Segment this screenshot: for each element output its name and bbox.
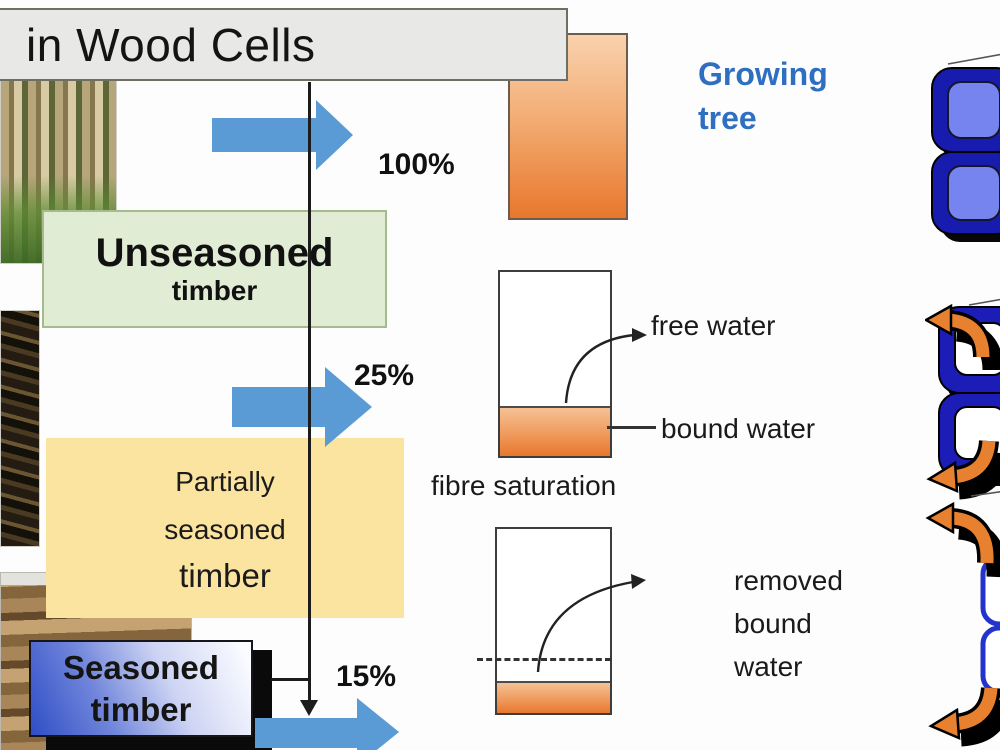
bound-water-label: bound water (661, 413, 816, 444)
wood-cells-free-water-removed-icon (925, 298, 1000, 500)
partially-seasoned-timber-box: Partially seasoned timber (46, 438, 404, 618)
removed-water-callout-arrow-icon (536, 574, 646, 673)
blue-arrow-15-icon (255, 698, 399, 750)
moisture-scale-line (308, 82, 311, 702)
seasoned-moisture-vessel (495, 527, 612, 715)
growing-tree-line1: Growing (698, 56, 828, 92)
fibre-saturation-dashed-line (477, 658, 611, 661)
unseasoned-timber-label: timber (171, 275, 258, 306)
wood-cells-full-water-icon (931, 53, 1000, 242)
seasoned-box-timber-label: timber (90, 690, 192, 728)
blue-arrow-100-icon (212, 100, 353, 170)
moisture-scale-arrowhead (300, 700, 318, 716)
tick-line-15 (271, 678, 309, 681)
removed-bound-water-label: removed bound water (734, 560, 884, 688)
partially-label: Partially (175, 465, 275, 497)
blue-arrow-25-icon (232, 367, 372, 447)
removed-line1: removed (734, 565, 843, 596)
seasoned-label: seasoned (164, 513, 286, 545)
page-title: in Wood Cells (26, 18, 316, 71)
bound-water-fill (500, 406, 610, 456)
growing-tree-label: Growing tree (698, 52, 838, 140)
unseasoned-label: Unseasoned (95, 231, 334, 275)
seasoned-timber-box: Seasoned timber (29, 640, 253, 737)
label-15-percent: 15% (336, 660, 397, 693)
dark-timber-photo (0, 310, 40, 547)
removed-line3: water (734, 650, 803, 682)
free-water-callout-arrow-icon (564, 328, 647, 404)
label-100-percent: 100% (378, 148, 455, 181)
remaining-water-fill (497, 681, 610, 713)
seasoned-box-label: Seasoned (63, 648, 219, 686)
free-water-label: free water (651, 310, 776, 341)
fibre-saturation-label: fibre saturation (431, 470, 617, 501)
growing-tree-line2: tree (698, 100, 757, 137)
partially-timber-label: timber (179, 556, 271, 594)
label-25-percent: 25% (354, 359, 415, 392)
title-bar: in Wood Cells (0, 8, 568, 81)
bound-water-callout-line (607, 426, 656, 429)
fibre-saturation-vessel (498, 270, 612, 458)
wood-cells-dried-icon (925, 491, 1000, 747)
removed-line2: bound (734, 607, 812, 639)
unseasoned-timber-box: Unseasoned timber (42, 210, 387, 328)
